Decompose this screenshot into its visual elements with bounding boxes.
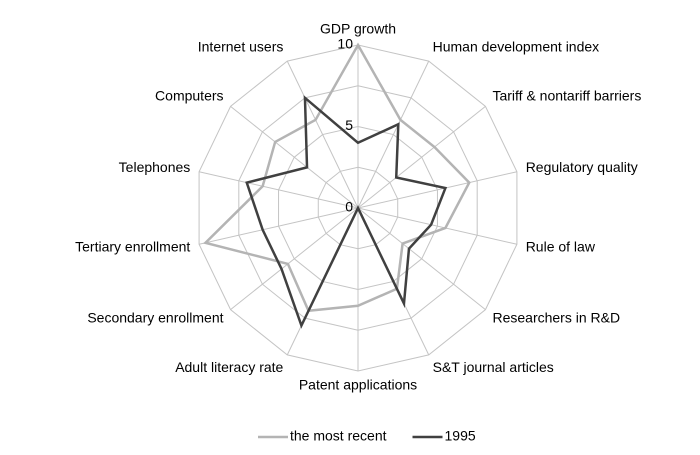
axis-label: S&T journal articles [433, 359, 554, 375]
spoke [357, 207, 486, 311]
axis-label: Human development index [433, 38, 600, 54]
axis-label: Patent applications [299, 377, 417, 393]
axis-label: Tertiary enrollment [75, 238, 190, 254]
spoke [357, 60, 430, 209]
axis-label: Rule of law [526, 238, 596, 254]
spoke [198, 171, 359, 209]
legend-label: 1995 [445, 428, 476, 444]
spoke [230, 105, 359, 209]
axis-label: GDP growth [320, 21, 396, 37]
r-tick-label: 0 [345, 199, 353, 215]
spoke [286, 60, 359, 209]
axis-label: Tariff & nontariff barriers [492, 88, 641, 104]
axis-label: Computers [155, 88, 223, 104]
spoke [230, 207, 359, 311]
spoke [198, 207, 359, 245]
axis-label: Secondary enrollment [87, 310, 223, 326]
series-line [245, 95, 448, 329]
spoke [357, 207, 518, 245]
axis-label: Telephones [119, 159, 191, 175]
axis-label: Adult literacy rate [175, 359, 283, 375]
axis-label: Regulatory quality [526, 159, 638, 175]
r-tick-label: 10 [337, 36, 353, 52]
axis-label: Researchers in R&D [492, 310, 620, 326]
axis-label: Internet users [198, 38, 284, 54]
legend-label: the most recent [290, 428, 387, 444]
spoke [357, 105, 486, 209]
series-line [202, 42, 471, 313]
spoke [357, 171, 518, 209]
r-tick-label: 5 [345, 117, 353, 133]
